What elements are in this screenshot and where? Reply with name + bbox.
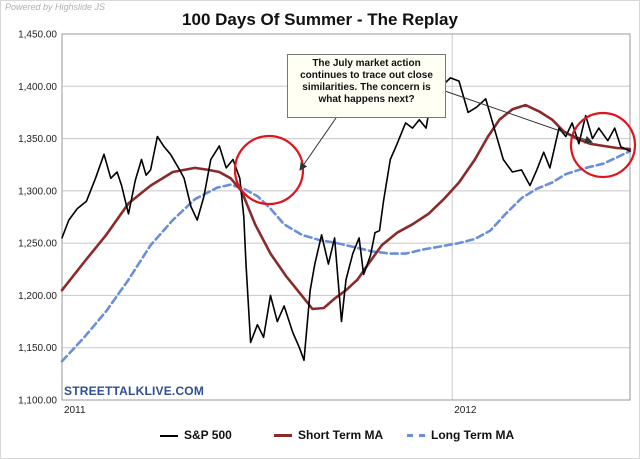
axes: 1,100.00 1,150.00 1,200.00 1,250.00 1,300.00… bbox=[18, 30, 631, 416]
legend-item-long-ma[interactable]: Long Term MA bbox=[407, 428, 514, 442]
highlight-marks bbox=[233, 89, 637, 206]
legend-item-sp500[interactable]: S&P 500 bbox=[160, 428, 232, 442]
y-tick-label: 1,450.00 bbox=[18, 30, 57, 41]
x-tick-label: 2012 bbox=[454, 405, 477, 416]
plot-border bbox=[61, 33, 631, 401]
brand-watermark[interactable]: STREETTALKLIVE.COM bbox=[64, 384, 205, 398]
y-tick-label: 1,400.00 bbox=[18, 82, 57, 93]
highlight-circle-right bbox=[569, 111, 637, 179]
series-lines bbox=[60, 77, 632, 363]
legend-label-long-ma: Long Term MA bbox=[431, 428, 515, 442]
annotation-box: The July market action continues to trac… bbox=[287, 54, 446, 118]
y-tick-label: 1,150.00 bbox=[18, 343, 57, 354]
y-tick-label: 1,250.00 bbox=[18, 239, 57, 250]
legend-label-short-ma: Short Term MA bbox=[298, 428, 384, 442]
y-tick-label: 1,100.00 bbox=[18, 396, 57, 407]
arrow-right bbox=[441, 89, 593, 144]
y-tick-label: 1,300.00 bbox=[18, 186, 57, 197]
sp500-line bbox=[61, 77, 631, 362]
legend-item-short-ma[interactable]: Short Term MA bbox=[274, 428, 383, 442]
y-tick-label: 1,200.00 bbox=[18, 291, 57, 302]
chart-title: 100 Days Of Summer - The Replay bbox=[182, 10, 458, 29]
legend-swatch-long-ma bbox=[407, 434, 425, 438]
credits-text[interactable]: Powered by Highslide JS bbox=[5, 2, 106, 12]
legend-swatch-short-ma bbox=[274, 434, 292, 438]
y-tick-label: 1,350.00 bbox=[18, 134, 57, 145]
arrow-left bbox=[299, 117, 337, 171]
legend-swatch-sp500 bbox=[160, 434, 178, 437]
highlight-circle-left bbox=[233, 134, 305, 206]
long-ma-line bbox=[60, 149, 632, 363]
legend: S&P 500 Short Term MA Long Term MA bbox=[0, 425, 640, 449]
x-tick-label: 2011 bbox=[64, 405, 86, 416]
legend-label-sp500: S&P 500 bbox=[184, 428, 232, 442]
